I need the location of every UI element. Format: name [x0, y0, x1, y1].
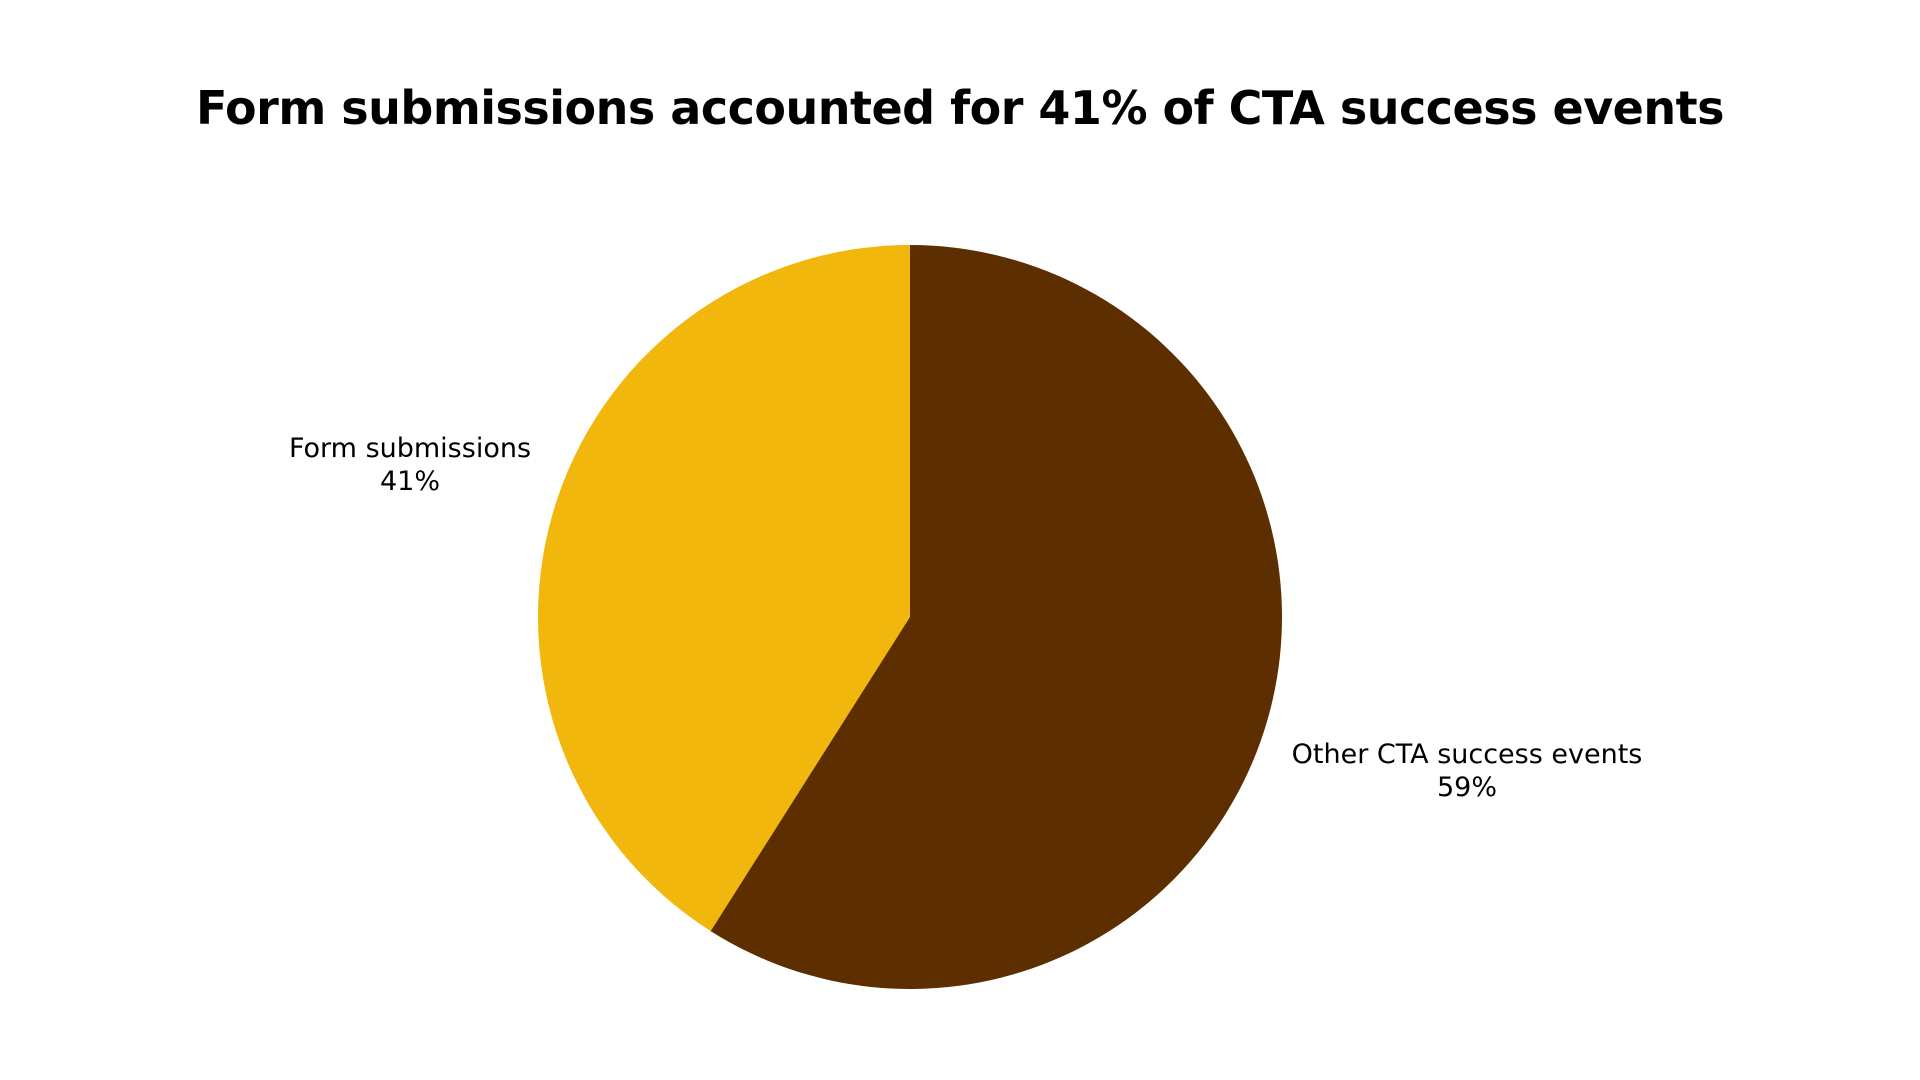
pie-slice-other-cta-success-events [710, 245, 1282, 990]
chart-title: Form submissions accounted for 41% of CT… [195, 81, 1725, 135]
pie-slices [538, 245, 1282, 990]
slice-label-name: Form submissions [289, 433, 531, 464]
slice-label-name: Other CTA success events [1292, 739, 1643, 770]
slice-label-value: 59% [1437, 772, 1497, 803]
slice-label-value: 41% [380, 466, 440, 497]
pie-slice-form-submissions [538, 245, 910, 932]
